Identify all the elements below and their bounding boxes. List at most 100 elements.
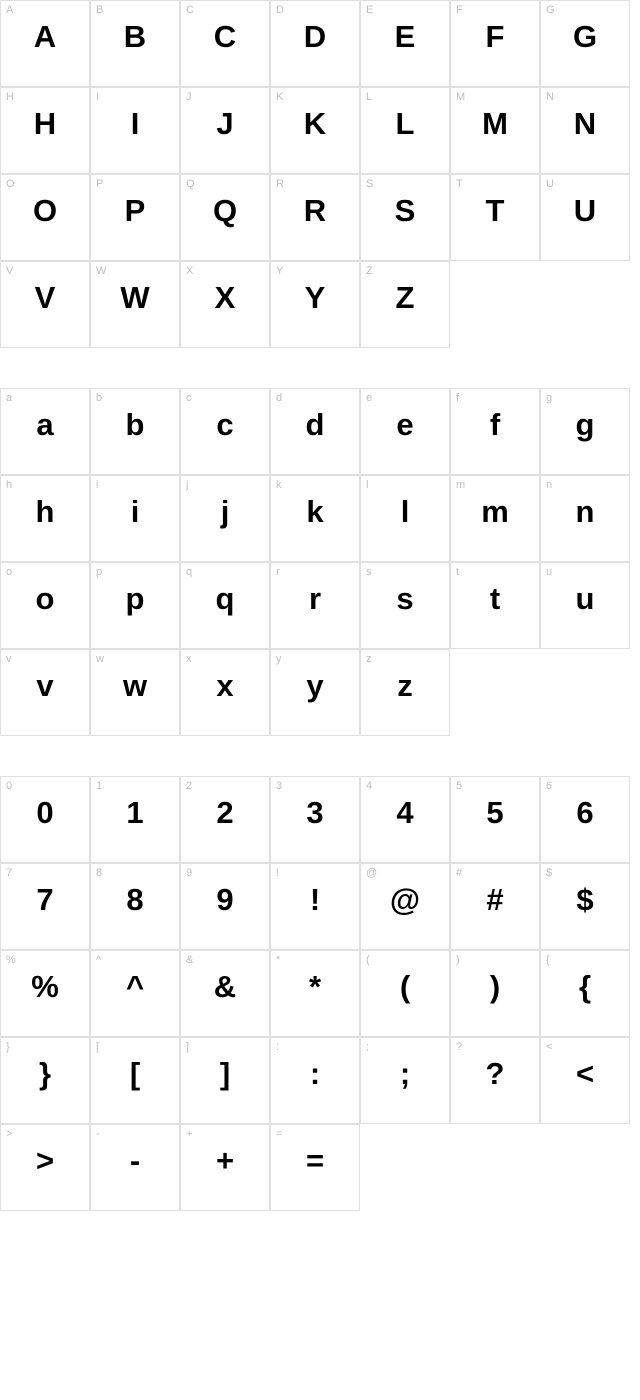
glyph-character: F xyxy=(486,21,505,52)
glyph-cell[interactable]: ii xyxy=(90,475,180,562)
glyph-cell[interactable]: KK xyxy=(270,87,360,174)
glyph-cell[interactable]: UU xyxy=(540,174,630,261)
glyph-cell[interactable]: tt xyxy=(450,562,540,649)
glyph-cell[interactable]: (( xyxy=(360,950,450,1037)
glyph-cell[interactable]: ee xyxy=(360,388,450,475)
glyph-cell[interactable]: SS xyxy=(360,174,450,261)
glyph-cell[interactable]: kk xyxy=(270,475,360,562)
glyph-cell[interactable]: [[ xyxy=(90,1037,180,1124)
glyph-label: K xyxy=(276,91,283,103)
glyph-cell[interactable]: {{ xyxy=(540,950,630,1037)
glyph-cell[interactable]: II xyxy=(90,87,180,174)
glyph-cell[interactable]: yy xyxy=(270,649,360,736)
glyph-cell[interactable]: uu xyxy=(540,562,630,649)
glyph-cell[interactable]: ww xyxy=(90,649,180,736)
glyph-cell[interactable]: LL xyxy=(360,87,450,174)
glyph-cell[interactable]: ss xyxy=(360,562,450,649)
glyph-cell[interactable]: pp xyxy=(90,562,180,649)
glyph-cell[interactable]: ff xyxy=(450,388,540,475)
glyph-cell[interactable]: BB xyxy=(90,0,180,87)
glyph-cell[interactable]: 00 xyxy=(0,776,90,863)
glyph-cell[interactable]: HH xyxy=(0,87,90,174)
glyph-cell[interactable]: aa xyxy=(0,388,90,475)
glyph-cell[interactable]: ]] xyxy=(180,1037,270,1124)
glyph-cell[interactable]: NN xyxy=(540,87,630,174)
glyph-cell[interactable]: 77 xyxy=(0,863,90,950)
glyph-label: ! xyxy=(276,867,279,879)
glyph-cell[interactable]: JJ xyxy=(180,87,270,174)
glyph-cell[interactable]: ZZ xyxy=(360,261,450,348)
glyph-cell[interactable]: AA xyxy=(0,0,90,87)
glyph-cell[interactable]: ^^ xyxy=(90,950,180,1037)
glyph-cell[interactable]: 33 xyxy=(270,776,360,863)
glyph-cell[interactable]: CC xyxy=(180,0,270,87)
glyph-cell[interactable]: OO xyxy=(0,174,90,261)
glyph-cell[interactable]: >> xyxy=(0,1124,90,1211)
glyph-cell[interactable]: nn xyxy=(540,475,630,562)
glyph-cell[interactable]: QQ xyxy=(180,174,270,261)
glyph-label: < xyxy=(546,1041,552,1053)
glyph-cell[interactable]: qq xyxy=(180,562,270,649)
glyph-cell[interactable]: jj xyxy=(180,475,270,562)
glyph-character: X xyxy=(215,282,236,313)
glyph-cell[interactable]: PP xyxy=(90,174,180,261)
glyph-cell[interactable]: VV xyxy=(0,261,90,348)
glyph-cell[interactable]: ## xyxy=(450,863,540,950)
glyph-cell[interactable]: xx xyxy=(180,649,270,736)
glyph-cell[interactable]: }} xyxy=(0,1037,90,1124)
glyph-cell[interactable]: WW xyxy=(90,261,180,348)
glyph-cell[interactable]: EE xyxy=(360,0,450,87)
glyph-cell[interactable]: == xyxy=(270,1124,360,1211)
glyph-cell[interactable]: << xyxy=(540,1037,630,1124)
glyph-label: A xyxy=(6,4,13,16)
glyph-cell[interactable]: bb xyxy=(90,388,180,475)
glyph-cell[interactable]: ;; xyxy=(360,1037,450,1124)
glyph-cell[interactable]: vv xyxy=(0,649,90,736)
glyph-label: i xyxy=(96,479,98,491)
glyph-character: S xyxy=(395,195,416,226)
glyph-cell[interactable]: 55 xyxy=(450,776,540,863)
glyph-cell[interactable]: dd xyxy=(270,388,360,475)
glyph-cell[interactable]: ll xyxy=(360,475,450,562)
glyph-label: F xyxy=(456,4,463,16)
glyph-cell[interactable]: ?? xyxy=(450,1037,540,1124)
glyph-character: Q xyxy=(213,195,237,226)
glyph-cell[interactable]: gg xyxy=(540,388,630,475)
glyph-cell[interactable]: cc xyxy=(180,388,270,475)
glyph-cell[interactable]: GG xyxy=(540,0,630,87)
glyph-cell[interactable]: hh xyxy=(0,475,90,562)
glyph-cell[interactable]: XX xyxy=(180,261,270,348)
glyph-cell[interactable]: 66 xyxy=(540,776,630,863)
glyph-cell[interactable]: mm xyxy=(450,475,540,562)
glyph-cell[interactable]: RR xyxy=(270,174,360,261)
glyph-character: i xyxy=(131,496,140,527)
glyph-cell[interactable]: @@ xyxy=(360,863,450,950)
glyph-cell[interactable]: 44 xyxy=(360,776,450,863)
glyph-cell[interactable]: oo xyxy=(0,562,90,649)
glyph-cell[interactable]: ** xyxy=(270,950,360,1037)
glyph-cell[interactable]: -- xyxy=(90,1124,180,1211)
glyph-cell[interactable]: TT xyxy=(450,174,540,261)
glyph-character: t xyxy=(490,583,500,614)
glyph-section: aabbccddeeffgghhiijjkkllmmnnooppqqrrsstt… xyxy=(0,388,640,736)
glyph-cell[interactable]: zz xyxy=(360,649,450,736)
glyph-cell[interactable]: %% xyxy=(0,950,90,1037)
glyph-cell[interactable]: :: xyxy=(270,1037,360,1124)
glyph-cell[interactable]: FF xyxy=(450,0,540,87)
glyph-cell[interactable]: !! xyxy=(270,863,360,950)
glyph-cell[interactable]: MM xyxy=(450,87,540,174)
glyph-character: w xyxy=(123,670,147,701)
glyph-cell[interactable]: ++ xyxy=(180,1124,270,1211)
glyph-cell[interactable]: 99 xyxy=(180,863,270,950)
glyph-cell[interactable]: 11 xyxy=(90,776,180,863)
glyph-cell[interactable]: 22 xyxy=(180,776,270,863)
glyph-cell[interactable]: rr xyxy=(270,562,360,649)
glyph-cell[interactable]: $$ xyxy=(540,863,630,950)
glyph-cell[interactable]: 88 xyxy=(90,863,180,950)
glyph-character: G xyxy=(573,21,597,52)
glyph-cell[interactable]: DD xyxy=(270,0,360,87)
glyph-cell[interactable]: )) xyxy=(450,950,540,1037)
glyph-character: n xyxy=(576,496,595,527)
glyph-cell[interactable]: && xyxy=(180,950,270,1037)
glyph-cell[interactable]: YY xyxy=(270,261,360,348)
